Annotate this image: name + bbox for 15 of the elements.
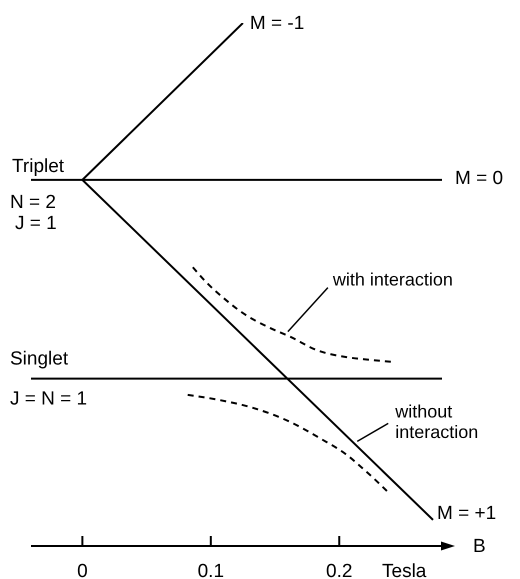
series-label: M = +1 bbox=[437, 502, 496, 524]
x-axis-title: B bbox=[473, 536, 486, 557]
x-tick-label: 0 bbox=[77, 561, 88, 579]
annotation: Singlet bbox=[10, 348, 69, 370]
series-label: M = 0 bbox=[455, 168, 504, 189]
x-tick-label: 0.1 bbox=[198, 561, 224, 579]
text: Tesla bbox=[382, 561, 427, 579]
series-label: M = -1 bbox=[250, 13, 304, 34]
annotation: without interaction bbox=[394, 401, 478, 442]
annotation: J = 1 bbox=[15, 212, 57, 234]
annotation: J = N = 1 bbox=[10, 388, 88, 410]
annotation: with interaction bbox=[332, 270, 453, 290]
annotation: N = 2 bbox=[10, 192, 56, 213]
x-tick-label: 0.2 bbox=[326, 561, 352, 579]
annotation: Triplet bbox=[12, 156, 65, 177]
